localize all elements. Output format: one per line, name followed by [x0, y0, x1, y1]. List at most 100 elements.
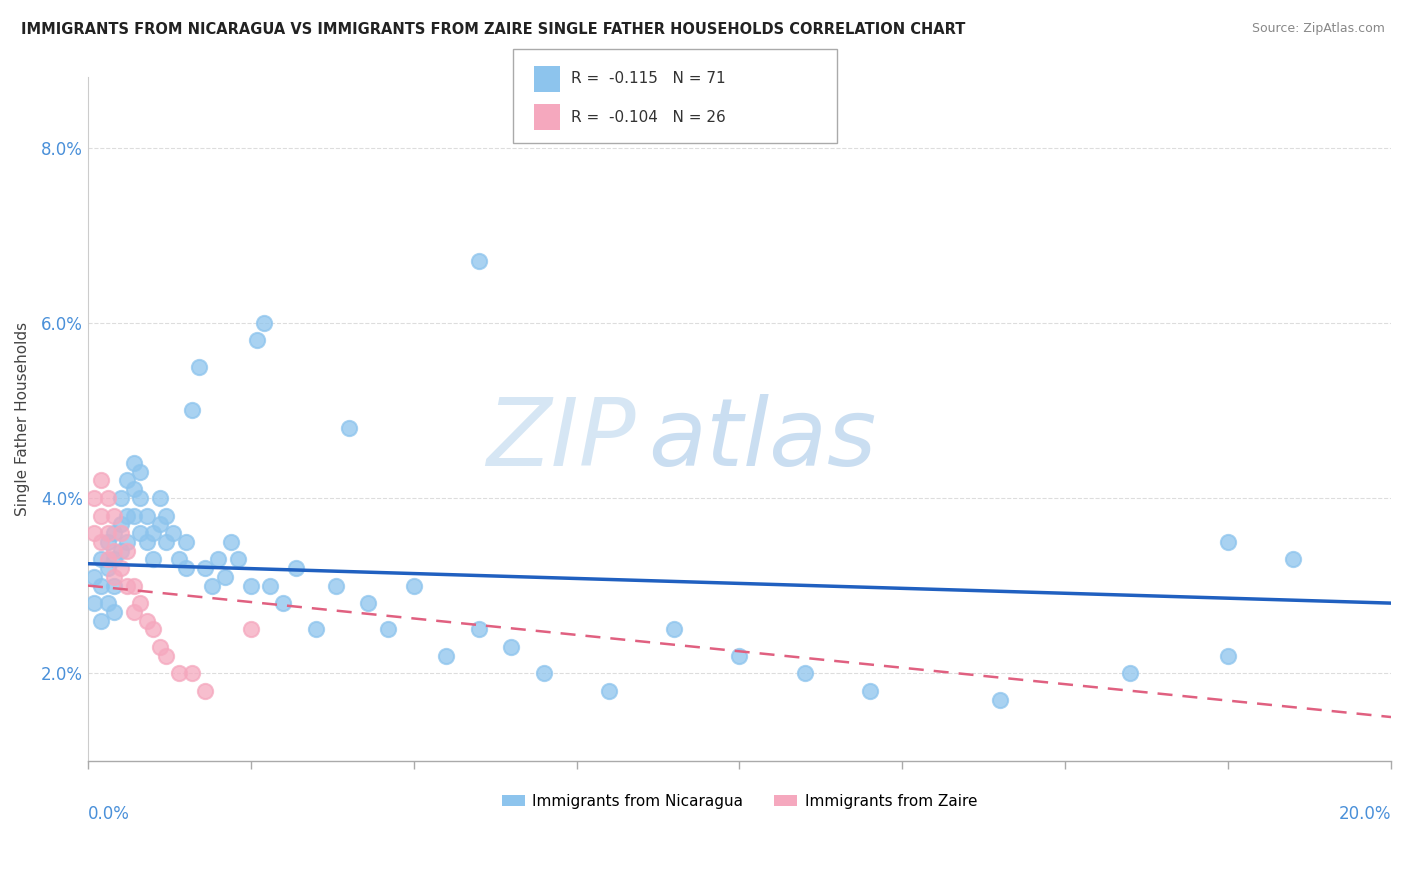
Point [90, 614, 112, 628]
Text: 20.0%: 20.0% [1339, 805, 1391, 823]
Point [1216, 534, 1239, 549]
Point [135, 508, 157, 523]
Point [122, 508, 145, 523]
Point [501, 640, 523, 654]
Point [468, 254, 491, 268]
Point [110, 543, 132, 558]
Point [122, 482, 145, 496]
Text: 0.0%: 0.0% [89, 805, 129, 823]
Point [115, 534, 138, 549]
Point [402, 579, 425, 593]
Text: R =  -0.115   N = 71: R = -0.115 N = 71 [571, 71, 725, 87]
Point [103, 508, 125, 523]
Point [115, 474, 138, 488]
Point [207, 552, 229, 566]
Point [83, 491, 105, 505]
Point [96, 491, 118, 505]
Point [129, 526, 152, 541]
Point [115, 579, 138, 593]
Point [174, 534, 197, 549]
Point [122, 456, 145, 470]
Point [155, 648, 177, 663]
Point [96, 596, 118, 610]
Point [239, 623, 262, 637]
Point [1282, 552, 1305, 566]
Point [259, 579, 281, 593]
Point [115, 508, 138, 523]
Point [325, 579, 347, 593]
Point [96, 534, 118, 549]
Y-axis label: Single Father Households: Single Father Households [15, 322, 30, 516]
Point [859, 683, 882, 698]
Point [194, 683, 217, 698]
Point [90, 474, 112, 488]
Point [187, 359, 209, 374]
Point [434, 648, 457, 663]
Point [110, 491, 132, 505]
Point [793, 666, 815, 681]
Point [96, 561, 118, 575]
Point [181, 403, 204, 417]
Point [253, 316, 276, 330]
Point [103, 552, 125, 566]
Point [83, 596, 105, 610]
Point [337, 421, 360, 435]
Point [155, 508, 177, 523]
Legend: Immigrants from Nicaragua, Immigrants from Zaire: Immigrants from Nicaragua, Immigrants fr… [496, 788, 983, 814]
Point [122, 605, 145, 619]
Point [142, 623, 165, 637]
Point [115, 543, 138, 558]
Point [90, 508, 112, 523]
Point [664, 623, 686, 637]
Point [149, 491, 172, 505]
Point [135, 534, 157, 549]
Point [305, 623, 328, 637]
Point [129, 596, 152, 610]
Point [103, 579, 125, 593]
Point [135, 614, 157, 628]
Point [239, 579, 262, 593]
Point [129, 465, 152, 479]
Point [83, 526, 105, 541]
Point [90, 579, 112, 593]
Point [110, 517, 132, 532]
Text: ZIP: ZIP [485, 394, 636, 485]
Point [96, 552, 118, 566]
Point [96, 526, 118, 541]
Point [201, 579, 224, 593]
Text: R =  -0.104   N = 26: R = -0.104 N = 26 [571, 110, 725, 125]
Point [357, 596, 380, 610]
Point [377, 623, 399, 637]
Point [103, 605, 125, 619]
Point [142, 526, 165, 541]
Point [83, 570, 105, 584]
Point [181, 666, 204, 681]
Point [90, 534, 112, 549]
Point [90, 552, 112, 566]
Point [162, 526, 184, 541]
Point [110, 561, 132, 575]
Point [122, 579, 145, 593]
Text: atlas: atlas [648, 394, 876, 485]
Point [728, 648, 751, 663]
Point [285, 561, 308, 575]
Point [246, 333, 269, 347]
Point [142, 552, 165, 566]
Point [149, 517, 172, 532]
Point [110, 526, 132, 541]
Point [129, 491, 152, 505]
Point [103, 543, 125, 558]
Point [214, 570, 236, 584]
Point [273, 596, 295, 610]
Point [221, 534, 243, 549]
Point [155, 534, 177, 549]
Point [988, 692, 1011, 706]
Point [167, 666, 190, 681]
Point [468, 623, 491, 637]
Point [149, 640, 172, 654]
Text: Source: ZipAtlas.com: Source: ZipAtlas.com [1251, 22, 1385, 36]
Point [174, 561, 197, 575]
Point [1216, 648, 1239, 663]
Point [1119, 666, 1142, 681]
Point [167, 552, 190, 566]
